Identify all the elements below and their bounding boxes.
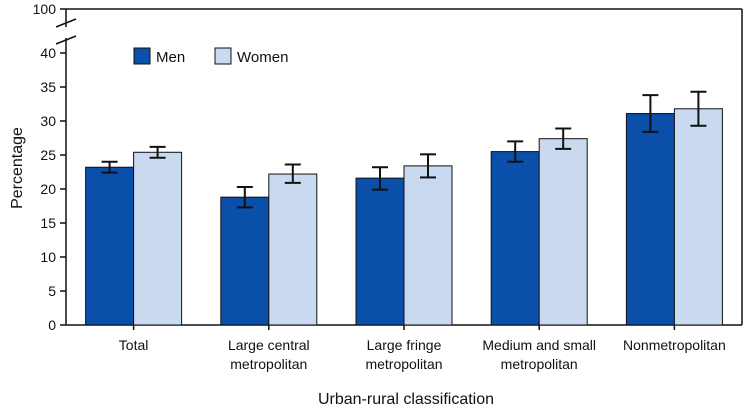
error-bar-men-4 <box>642 94 659 133</box>
y-tick-label-25: 25 <box>40 147 56 163</box>
x-axis-title: Urban-rural classification <box>318 391 494 408</box>
error-bar-men-1 <box>236 185 253 209</box>
category-label-3: Medium and small metropolitan <box>482 337 596 372</box>
y-tick-label-30: 30 <box>40 113 56 129</box>
legend-label-men: Men <box>156 49 185 66</box>
y-axis-title: Percentage <box>9 127 26 209</box>
bar-men-4 <box>625 113 675 326</box>
category-label-4: Nonmetropolitan <box>623 337 726 353</box>
error-bar-women-0 <box>149 145 166 159</box>
bar-men-0 <box>85 166 135 326</box>
axis-break-marks <box>55 18 77 45</box>
error-bar-women-4 <box>690 90 707 127</box>
category-label-1: Large central metropolitan <box>228 337 310 372</box>
bar-women-4 <box>673 108 723 326</box>
error-bars <box>101 90 707 209</box>
bar-women-0 <box>133 151 183 326</box>
y-tick-label-0: 0 <box>48 317 56 333</box>
bar-men-2 <box>355 177 405 326</box>
legend: Men Women <box>133 47 288 66</box>
y-tick-label-100: 100 <box>33 1 57 17</box>
error-bar-women-1 <box>284 163 301 184</box>
error-bar-women-3 <box>555 127 572 150</box>
y-tick-label-20: 20 <box>40 181 56 197</box>
bars <box>85 108 723 326</box>
category-label-0: Total <box>119 337 149 353</box>
error-bar-men-2 <box>372 166 388 191</box>
bar-women-1 <box>268 173 318 326</box>
legend-label-women: Women <box>237 49 288 66</box>
error-bar-men-3 <box>507 140 524 163</box>
bar-women-3 <box>538 138 588 326</box>
category-label-2: Large fringe metropolitan <box>365 337 442 372</box>
y-tick-label-5: 5 <box>48 283 56 299</box>
y-tick-label-35: 35 <box>40 79 56 95</box>
bar-men-1 <box>220 196 270 326</box>
bar-men-3 <box>490 151 540 326</box>
category-labels: Total Large central metropolitan Large frin… <box>119 325 726 372</box>
legend-swatch-women <box>214 47 232 65</box>
error-bar-men-0 <box>101 160 118 174</box>
error-bar-women-2 <box>420 153 436 179</box>
y-axis-ticks: 0 5 10 15 20 25 30 35 40 <box>40 45 66 333</box>
legend-swatch-men <box>133 47 151 65</box>
y-tick-label-15: 15 <box>40 215 56 231</box>
y-tick-label-40: 40 <box>40 45 56 61</box>
y-tick-label-10: 10 <box>40 249 56 265</box>
bar-women-2 <box>403 165 453 326</box>
